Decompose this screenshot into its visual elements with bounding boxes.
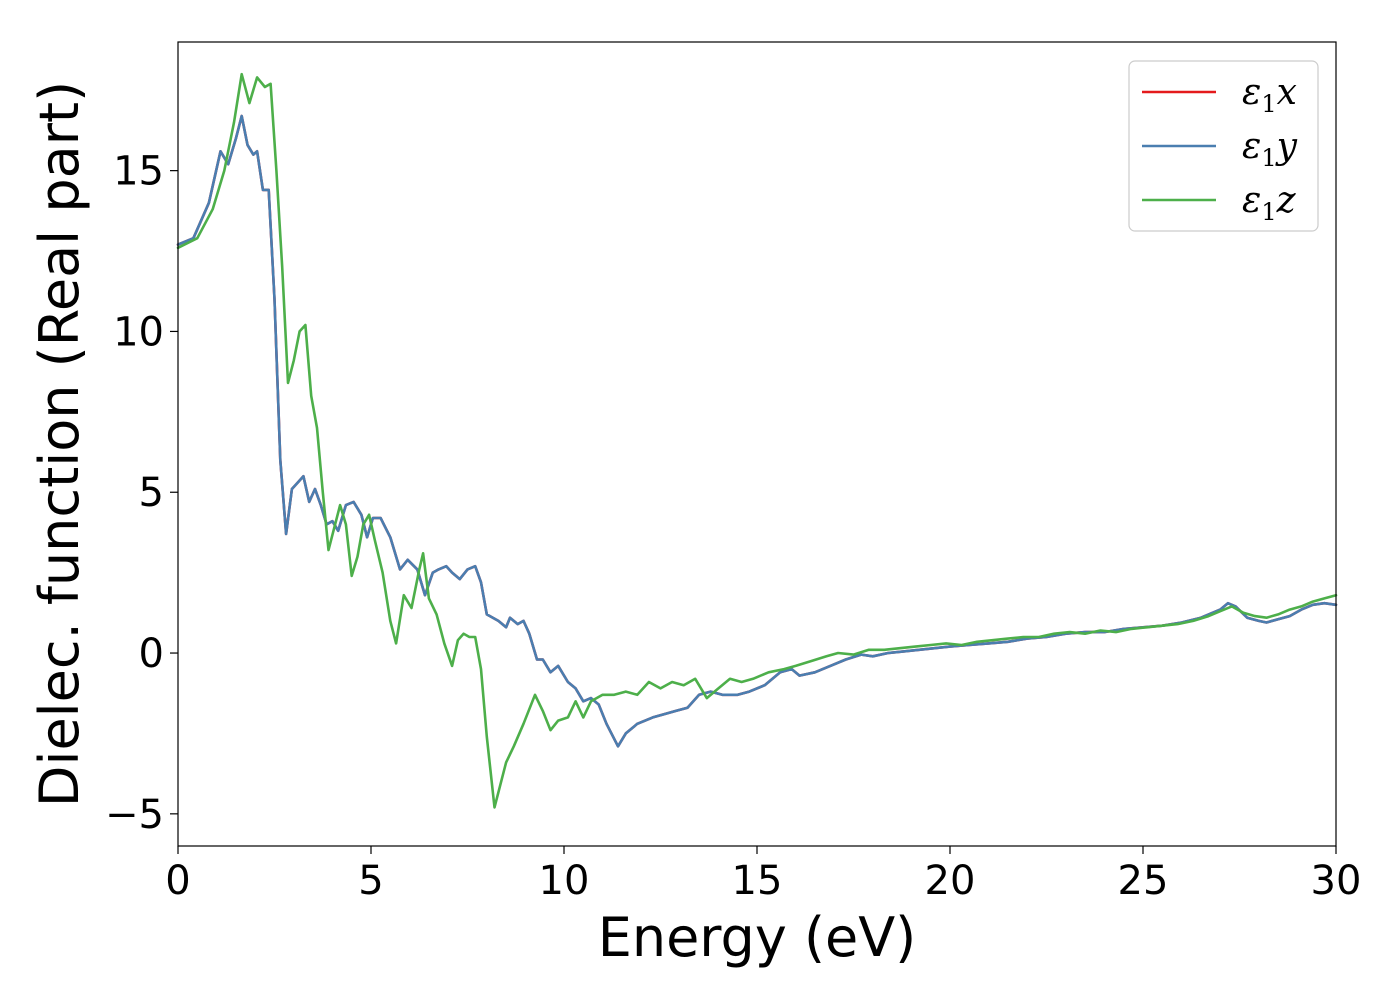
- x-axis-title: Energy (eV): [598, 906, 917, 969]
- y-tick-label: 10: [113, 309, 164, 355]
- legend: ε1x ε1y ε1z: [1128, 60, 1319, 232]
- y-axis-ticks: −5 0 5 10 15: [105, 149, 178, 838]
- legend-label-y: ε1y: [1242, 126, 1298, 172]
- legend-entries: ε1x ε1y ε1z: [1142, 72, 1298, 226]
- x-tick-label: 0: [165, 858, 190, 904]
- x-tick-label: 15: [732, 858, 783, 904]
- legend-box: [1128, 60, 1319, 232]
- y-tick-label: 5: [139, 470, 164, 516]
- legend-label-z: ε1z: [1242, 180, 1297, 226]
- x-tick-label: 20: [925, 858, 976, 904]
- x-tick-label: 25: [1118, 858, 1169, 904]
- series-line-z: [176, 72, 1338, 809]
- series-layer: [176, 72, 1338, 809]
- y-tick-label: 15: [113, 149, 164, 195]
- y-axis-title: Dielec. function (Real part): [28, 81, 91, 807]
- y-tick-label: 0: [139, 631, 164, 677]
- x-tick-label: 5: [358, 858, 383, 904]
- y-tick-label: −5: [105, 792, 164, 838]
- x-tick-label: 10: [539, 858, 590, 904]
- x-tick-label: 30: [1311, 858, 1362, 904]
- legend-label-x: ε1x: [1242, 72, 1297, 118]
- x-axis-ticks: 0 5 10 15 20 25 30: [165, 846, 1361, 904]
